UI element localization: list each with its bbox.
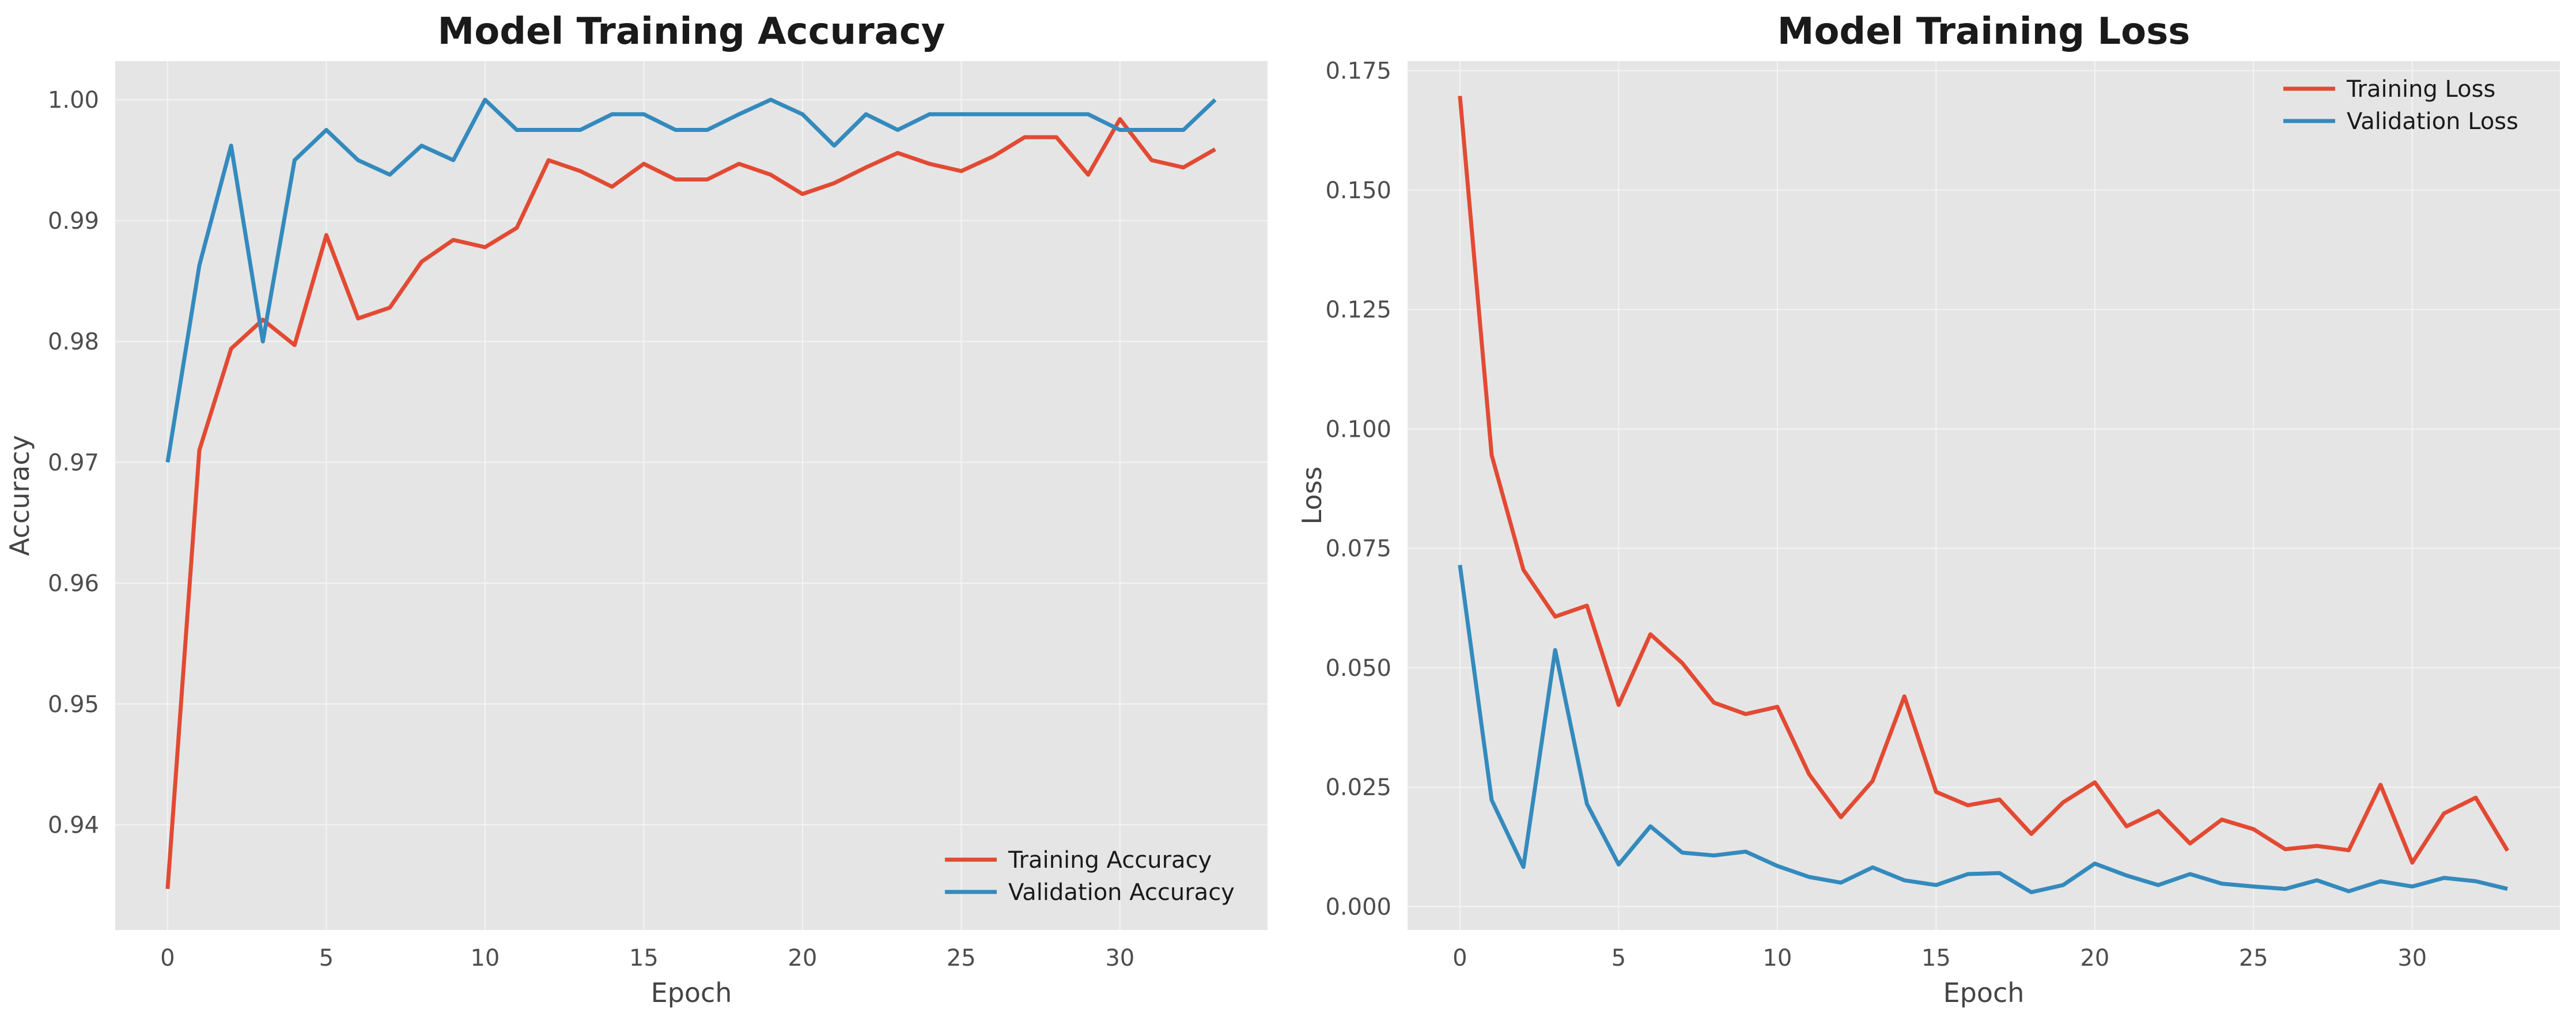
loss-x-tick-label: 25 [2239,945,2268,971]
accuracy-x-tick-label: 5 [319,945,334,971]
loss-y-tick-label: 0.000 [1325,894,1391,920]
loss-legend: Training Loss Validation Loss [2283,76,2518,135]
loss-y-tick-label: 0.100 [1325,416,1391,443]
loss-x-tick-label: 0 [1452,945,1467,971]
training-loss-legend-label: Training Loss [2346,76,2495,103]
accuracy-chart: 0 5 10 15 20 25 30 0.94 0.95 0.96 0.97 0.98 0.99 1.00… [4,10,1268,1008]
loss-x-axis-label: Epoch [1943,977,2025,1008]
accuracy-x-axis-label: Epoch [651,977,732,1008]
training-accuracy-legend-label: Training Accuracy [1008,847,1212,873]
accuracy-x-tick-label: 0 [160,945,175,971]
accuracy-x-tick-label: 30 [1105,945,1134,971]
loss-y-tick-label: 0.150 [1325,177,1391,204]
accuracy-y-tick-label: 0.97 [48,449,99,476]
loss-x-tick-label: 10 [1762,945,1792,971]
accuracy-legend: Training Accuracy Validation Accuracy [945,847,1235,906]
accuracy-y-axis-label: Accuracy [4,435,35,556]
accuracy-x-tick-label: 15 [629,945,659,971]
validation-accuracy-line [165,97,1217,463]
loss-x-tick-label: 15 [1921,945,1951,971]
loss-chart-title: Model Training Loss [1777,10,2191,53]
training-accuracy-line [165,117,1216,889]
accuracy-chart-title: Model Training Accuracy [438,10,945,53]
loss-y-tick-label: 0.075 [1325,536,1391,562]
loss-plot-area [1408,61,2560,930]
loss-chart: 0 5 10 15 20 25 30 0.000 0.025 0.050 0.075 0.100 0.1… [1296,10,2560,1008]
loss-y-tick-label: 0.125 [1325,297,1391,323]
loss-y-tick-label: 0.175 [1325,58,1391,85]
accuracy-x-tick-label: 10 [470,945,500,971]
loss-y-tick-label: 0.025 [1325,774,1391,801]
validation-loss-legend-label: Validation Loss [2347,108,2518,135]
accuracy-y-tick-label: 0.99 [48,208,99,235]
accuracy-y-tick-label: 1.00 [48,87,99,114]
loss-x-tick-label: 20 [2080,945,2109,971]
loss-x-tick-label: 5 [1612,945,1626,971]
loss-y-axis-label: Loss [1296,467,1327,525]
validation-loss-line [1458,565,2508,894]
accuracy-x-tick-label: 20 [788,945,817,971]
validation-accuracy-legend-label: Validation Accuracy [1008,879,1235,906]
training-loss-line [1458,96,2510,865]
accuracy-y-tick-label: 0.94 [48,812,99,839]
loss-y-tick-label: 0.050 [1325,655,1391,682]
accuracy-y-tick-label: 0.96 [48,570,99,597]
accuracy-y-tick-label: 0.95 [48,691,99,718]
loss-x-tick-label: 30 [2397,945,2427,971]
accuracy-plot-area [115,61,1268,930]
accuracy-y-tick-label: 0.98 [48,329,99,356]
accuracy-x-tick-label: 25 [947,945,976,971]
